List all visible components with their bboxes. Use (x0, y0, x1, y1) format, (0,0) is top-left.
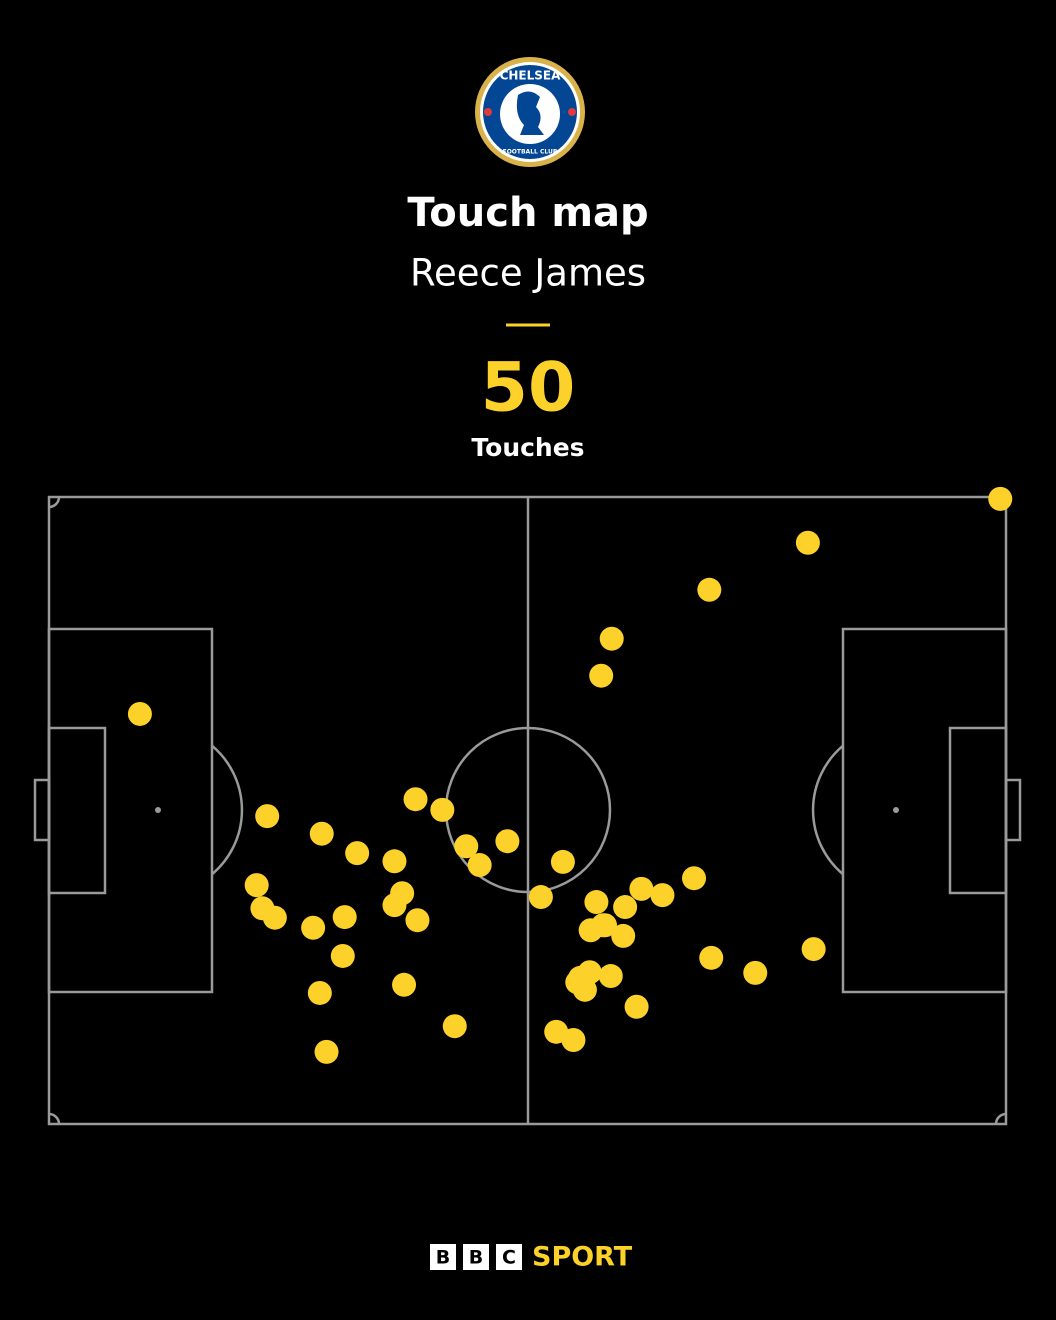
touch-point (598, 964, 623, 989)
touch-point (262, 905, 287, 930)
touch-point (314, 1039, 339, 1064)
touch-point (988, 486, 1013, 511)
touch-point (613, 895, 638, 920)
touch-point (345, 841, 370, 866)
touch-point (255, 804, 280, 829)
touch-point (593, 913, 618, 938)
touch-point (697, 577, 722, 602)
touch-point (682, 866, 707, 891)
touch-point (624, 994, 649, 1019)
touch-point (629, 876, 654, 901)
touch-point (392, 972, 417, 997)
touch-point (127, 701, 152, 726)
touch-point (650, 883, 675, 908)
club-crest: CHELSEA FOOTBALL CLUB (475, 57, 585, 167)
crest-bottom-text: FOOTBALL CLUB (503, 149, 558, 156)
brand-letter: B (469, 1247, 483, 1269)
touch-point (611, 923, 636, 948)
total-label: Touches (471, 433, 584, 462)
touch-point (382, 849, 407, 874)
touch-point (309, 821, 334, 846)
brand-letter: C (502, 1247, 516, 1269)
touch-point (568, 965, 593, 990)
touch-point (405, 908, 430, 933)
touch-point (403, 787, 428, 812)
touches (127, 486, 1013, 1064)
touch-point (589, 663, 614, 688)
brand-name: SPORT (532, 1242, 633, 1273)
touch-point (430, 797, 455, 822)
touch-point (332, 905, 357, 930)
touch-point (743, 960, 768, 985)
pitch (33, 495, 1022, 1126)
touch-point (244, 873, 269, 898)
subtitle: Reece James (410, 252, 646, 295)
touch-point (599, 626, 624, 651)
touch-point (801, 937, 826, 962)
touch-point (795, 530, 820, 555)
touch-point (699, 945, 724, 970)
crest-top-text: CHELSEA (500, 69, 562, 83)
touch-point (467, 853, 492, 878)
touch-point (382, 893, 407, 918)
total-value: 50 (481, 349, 576, 428)
touch-point (528, 885, 553, 910)
touch-point (454, 834, 479, 859)
title: Touch map (407, 190, 648, 236)
touch-point (584, 890, 609, 915)
brand: B B C SPORT (430, 1242, 633, 1273)
touch-point (550, 849, 575, 874)
touch-point (307, 980, 332, 1005)
touch-point (330, 943, 355, 968)
touch-point (301, 915, 326, 940)
touch-point (442, 1014, 467, 1039)
touch-point (561, 1027, 586, 1052)
brand-letter: B (436, 1247, 450, 1269)
touch-point (495, 829, 520, 854)
